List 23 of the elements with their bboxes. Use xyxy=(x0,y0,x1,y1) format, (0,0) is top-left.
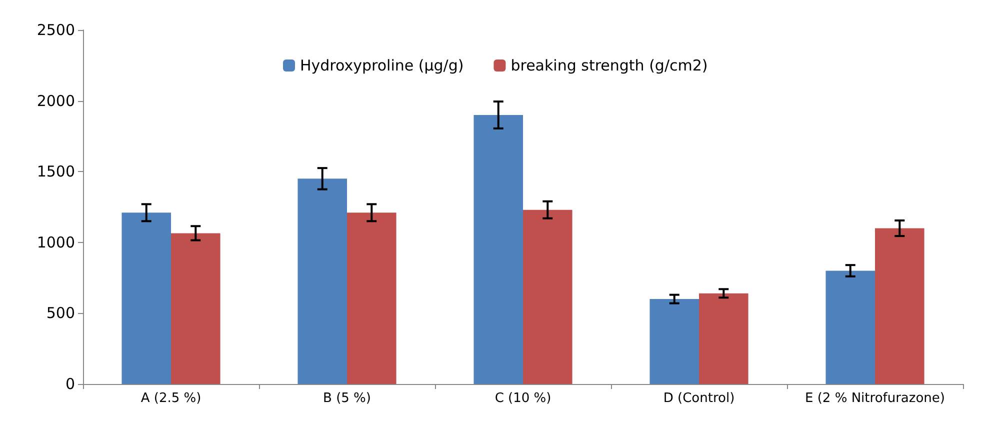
bar xyxy=(298,178,347,384)
bar xyxy=(122,212,171,384)
x-tick-label: D (Control) xyxy=(663,391,735,406)
bar xyxy=(347,212,396,384)
bar xyxy=(171,233,220,384)
y-tick-label: 1500 xyxy=(36,162,75,181)
y-tick-label: 2000 xyxy=(36,92,75,110)
bar xyxy=(474,114,523,384)
y-tick-label: 2500 xyxy=(36,21,75,39)
bar xyxy=(826,270,875,384)
y-tick-label: 1000 xyxy=(36,233,75,252)
bar xyxy=(650,299,699,384)
legend-label: breaking strength (g/cm2) xyxy=(510,56,708,74)
legend-label: Hydroxyproline (µg/g) xyxy=(300,56,464,74)
x-tick-label: B (5 %) xyxy=(323,391,371,406)
y-tick-label: 0 xyxy=(65,375,75,393)
x-tick-label: E (2 % Nitrofurazone) xyxy=(805,391,945,406)
bar xyxy=(875,228,924,384)
bar xyxy=(699,293,748,384)
bar xyxy=(523,210,572,384)
x-tick-label: A (2.5 %) xyxy=(140,391,202,406)
x-tick-label: C (10 %) xyxy=(494,391,552,406)
y-tick-label: 500 xyxy=(46,304,75,322)
